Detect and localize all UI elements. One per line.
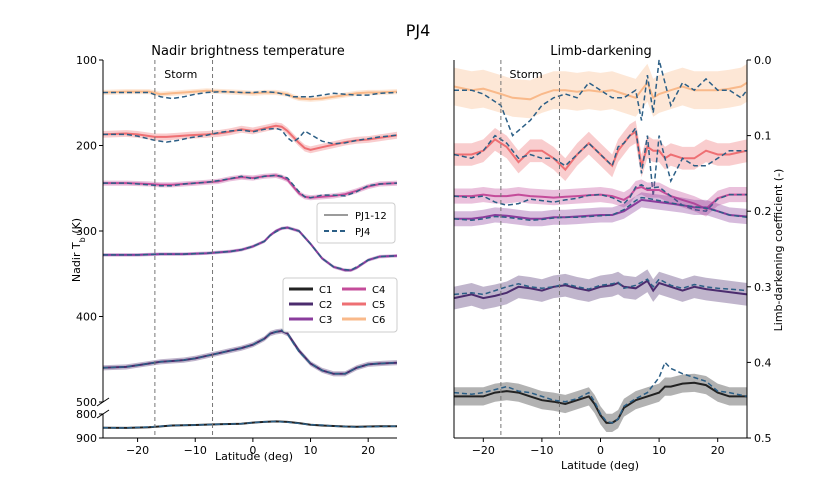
limb-ytick-label: 0.5 xyxy=(754,432,772,445)
legend-label-C1: C1 xyxy=(319,285,332,296)
limb-xtick-label: 0 xyxy=(597,444,604,457)
limb-y-axis-title: Limb-darkening coefficient (-) xyxy=(772,169,785,332)
limb-pj4-line-C6 xyxy=(454,59,748,137)
nadir-pj4-line-C1 xyxy=(102,420,398,429)
legend-label-C5: C5 xyxy=(372,300,385,311)
limb-ytick-label: 0.3 xyxy=(754,281,772,294)
nadir-ytick-label: 900 xyxy=(76,432,97,445)
legend-pj-frame xyxy=(316,202,396,244)
nadir-ytick-label: 100 xyxy=(76,54,97,67)
limb-line-C5 xyxy=(454,130,748,172)
limb-line-C1 xyxy=(454,381,747,424)
limb-band-C1 xyxy=(454,373,747,432)
nadir-y-axis-title-sub: b xyxy=(78,237,87,242)
limb-panel: Limb-darkening Storm 0.0 0.1 0.2 0.3 0.4 0.5 −… xyxy=(453,44,785,472)
limb-pj4-line-C5 xyxy=(453,126,747,197)
nadir-storm-label: Storm xyxy=(164,68,197,81)
nadir-y-axis-title-tail: (K) xyxy=(70,218,83,237)
limb-band-C5 xyxy=(454,120,747,181)
nadir-panel: Nadir brightness temperature Storm 10020… xyxy=(70,44,398,463)
limb-pj4-line-C3 xyxy=(453,196,748,222)
limb-ytick-label: 0.0 xyxy=(754,54,772,67)
nadir-pj4-line-C5 xyxy=(103,127,398,145)
nadir-xtick-label: 20 xyxy=(361,444,375,457)
limb-xtick-label: −10 xyxy=(530,444,553,457)
nadir-xtick-label: −20 xyxy=(126,444,149,457)
nadir-xtick-label: −10 xyxy=(184,444,207,457)
nadir-plot-area: Storm xyxy=(102,60,398,438)
limb-xtick-label: −20 xyxy=(472,444,495,457)
legend-label-C4: C4 xyxy=(372,285,385,296)
nadir-panel-title: Nadir brightness temperature xyxy=(151,44,344,59)
limb-line-C4 xyxy=(454,185,747,211)
limb-line-C2 xyxy=(453,279,748,300)
legend-channels: C1 C2 C3 C4 C5 C6 xyxy=(282,277,398,333)
nadir-pj4-line-C4 xyxy=(103,174,398,199)
nadir-y-axis-title-main: Nadir T xyxy=(70,242,83,282)
limb-x-axis-title: Latitude (deg) xyxy=(561,459,639,472)
nadir-ytick-label: 500 xyxy=(76,396,97,409)
nadir-xtick-label: 0 xyxy=(249,444,256,457)
figure-title: PJ4 xyxy=(406,21,431,40)
legend-label-C6: C6 xyxy=(372,315,385,326)
nadir-xtick-label: 10 xyxy=(304,444,318,457)
limb-line-C6 xyxy=(453,80,748,101)
legend-pj-label: PJ1-12 xyxy=(355,211,387,222)
limb-pj4-line-C4 xyxy=(453,183,747,212)
nadir-x-axis-title: Latitude (deg) xyxy=(215,450,293,463)
nadir-ytick-label: 300 xyxy=(76,225,97,238)
limb-plot-area: Storm xyxy=(453,59,748,438)
limb-band-C2 xyxy=(454,269,747,310)
legend-pj-label: PJ4 xyxy=(355,227,370,238)
limb-band-C4 xyxy=(454,179,747,217)
legend-label-C3: C3 xyxy=(319,315,332,326)
limb-storm-label: Storm xyxy=(510,68,543,81)
limb-xtick-label: 20 xyxy=(711,444,725,457)
limb-panel-title: Limb-darkening xyxy=(550,44,651,59)
nadir-band-C5 xyxy=(103,122,397,154)
limb-ytick-label: 0.4 xyxy=(754,356,772,369)
legend-label-C2: C2 xyxy=(319,300,332,311)
nadir-ytick-label: 200 xyxy=(76,140,97,153)
legend-pj: PJ1-12 PJ4 xyxy=(316,202,396,244)
nadir-line-C5 xyxy=(102,124,398,151)
nadir-y-axis-title: Nadir Tb (K) xyxy=(70,218,87,282)
nadir-pj4-line-C6 xyxy=(103,90,398,100)
limb-pj4-line-C2 xyxy=(453,278,748,296)
nadir-pj4-line-C3 xyxy=(103,226,398,272)
limb-pj4-line-C1 xyxy=(453,361,748,424)
limb-axes: 0.0 0.1 0.2 0.3 0.4 0.5 −20 −10 0 10 20 xyxy=(453,54,772,457)
limb-ytick-label: 0.1 xyxy=(754,130,772,143)
nadir-ytick-label: 800 xyxy=(76,408,97,421)
limb-ytick-label: 0.2 xyxy=(754,205,772,218)
nadir-ytick-label: 400 xyxy=(76,311,97,324)
nadir-pj4-line-C2 xyxy=(102,329,398,375)
limb-xtick-label: 10 xyxy=(652,444,666,457)
